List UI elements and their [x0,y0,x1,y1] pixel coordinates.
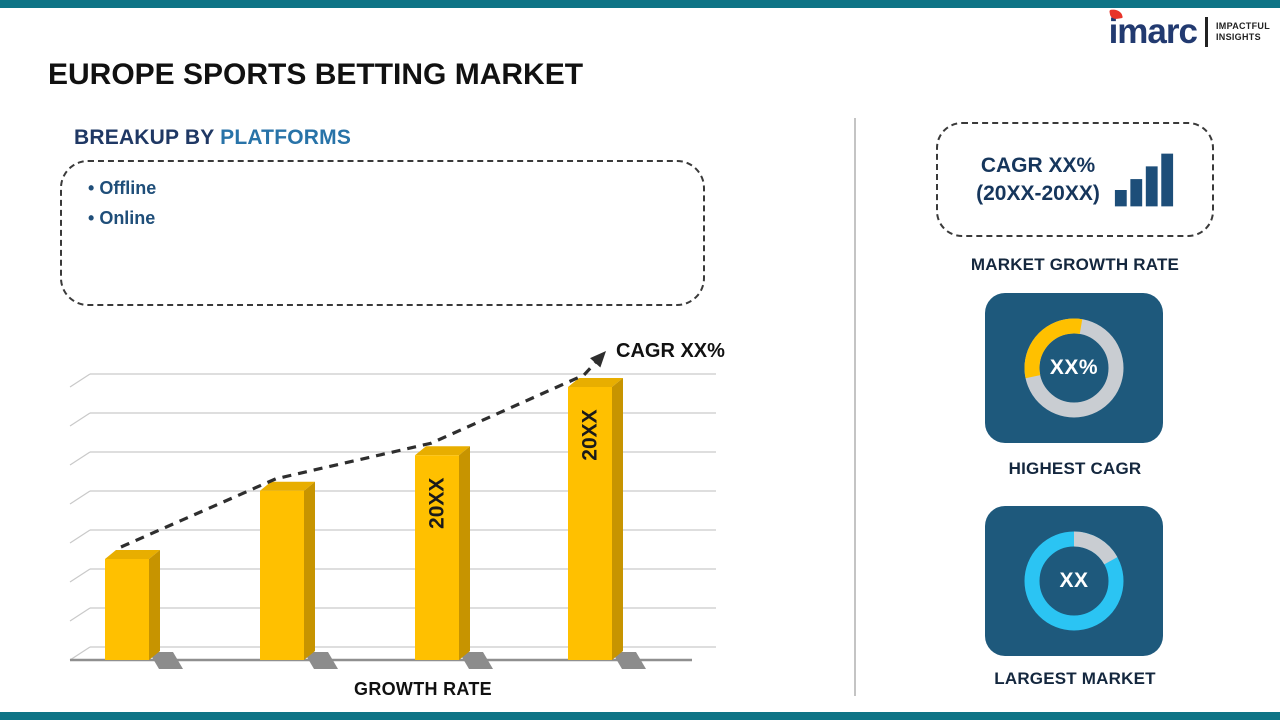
gridline-perspective-tick [69,490,91,505]
bar-shadow [149,652,183,669]
trend-arrowhead [590,351,606,368]
logo-wordmark: imarc [1108,12,1198,51]
bar-top-face [260,481,315,491]
bar-year-label: 20XX [426,478,449,529]
top-border-bar [0,0,1280,8]
bar [105,558,149,660]
gridline-perspective-tick [69,451,91,466]
cagr-summary-text: CAGR XX% (20XX-20XX) [976,152,1100,207]
largest-market-donut-chart [1024,531,1124,631]
largest-market-value: XX [1059,569,1089,592]
largest-market-panel: XX [985,506,1163,656]
gridline-perspective-tick [69,568,91,583]
donut-ring-accent [1024,531,1124,631]
highest-cagr-label: HIGHEST CAGR [1008,459,1142,478]
logo-brand-text: imarc [1108,8,1198,51]
icon-bar-4 [1161,153,1173,206]
imarc-logo: imarc IMPACTFUL INSIGHTS [1108,8,1270,51]
bar-top-face [415,446,470,456]
bar-side-face [612,378,623,660]
page-title: EUROPE SPORTS BETTING MARKET [48,58,584,91]
icon-bar-1 [1114,189,1127,206]
cagr-summary-box: CAGR XX% (20XX-20XX) [936,122,1214,237]
logo-separator [1204,16,1208,47]
breakup-item: Offline [88,178,677,199]
section-divider [854,118,856,696]
breakup-heading: BREAKUP BY PLATFORMS [74,126,351,150]
market-growth-rate-label: MARKET GROWTH RATE [970,255,1180,274]
bar-side-face [149,549,160,660]
bar-side-face [304,481,315,660]
cagr-trend-label: CAGR XX% [616,340,725,362]
breakup-item: Online [88,208,677,229]
growth-bars-icon [1114,153,1173,206]
bar-shadow [459,652,493,669]
gridline-perspective-tick [69,412,91,427]
gridline-perspective-tick [69,607,91,622]
highest-cagr-panel: XX% [985,293,1163,443]
breakup-heading-highlight: PLATFORMS [220,126,352,149]
logo-tagline: IMPACTFUL INSIGHTS [1216,21,1270,43]
icon-bar-3 [1145,165,1158,206]
largest-market-label: LARGEST MARKET [994,669,1156,688]
highest-cagr-value: XX% [1049,356,1099,379]
breakup-heading-prefix: BREAKUP BY [74,126,215,149]
bar-side-face [459,446,470,660]
logo-tagline-line2: INSIGHTS [1215,31,1261,42]
bar-top-face [568,378,623,387]
bottom-border-bar [0,712,1280,720]
gridline-perspective-tick [69,529,91,544]
icon-bar-2 [1130,178,1143,206]
growth-bar-chart: 20XX 20XX [69,351,716,669]
bar-shadow [304,652,338,669]
breakup-box: Offline Online [60,160,705,306]
bar-year-label: 20XX [579,409,602,460]
highest-cagr-donut-chart [1024,318,1124,418]
bar [260,490,304,660]
cagr-summary-line2: (20XX-20XX) [976,181,1100,205]
cagr-summary-line1: CAGR XX% [980,154,1096,178]
bar-top-face [105,549,160,559]
bar [568,387,612,660]
bar [415,455,459,660]
bar-shadow [612,652,646,669]
breakup-list: Offline Online [88,178,677,229]
trend-line [120,357,601,549]
x-axis-label: GROWTH RATE [354,679,492,699]
gridline-perspective-tick [69,373,91,388]
logo-tagline-line1: IMPACTFUL [1215,20,1270,31]
gridline-perspective-tick [69,646,91,661]
